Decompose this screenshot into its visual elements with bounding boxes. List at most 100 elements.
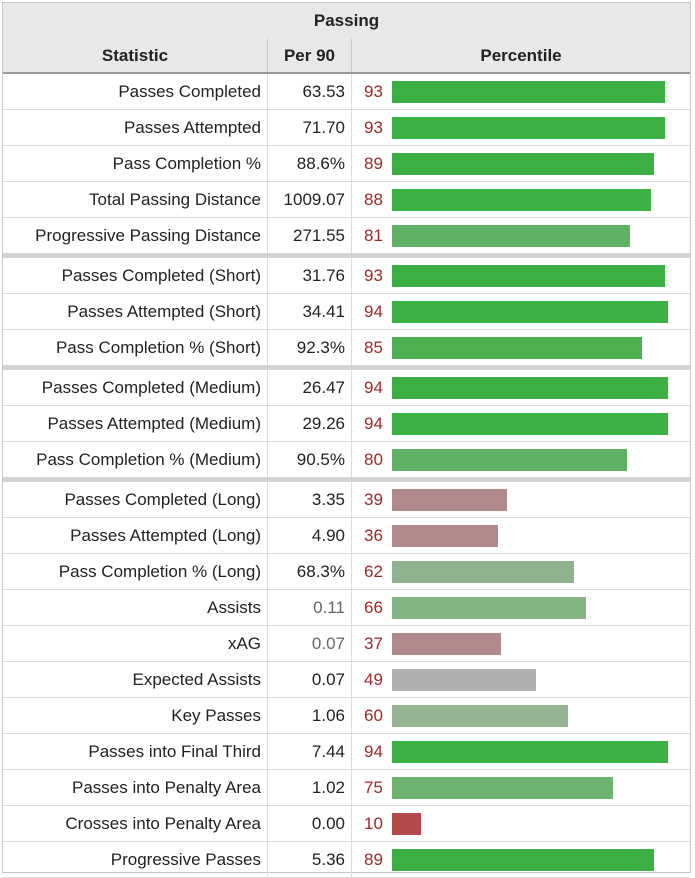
stat-name: Crosses into Penalty Area [3, 806, 268, 841]
per90-value: 3.35 [268, 482, 352, 517]
percentile-number: 80 [364, 449, 383, 469]
stat-name: Passes Attempted (Short) [3, 294, 268, 329]
percentile-cell: 60 [352, 698, 690, 733]
percentile-number: 93 [364, 81, 383, 101]
percentile-cell: 39 [352, 482, 690, 517]
table-row: Passes Completed (Short) 31.76 93 [3, 258, 690, 294]
percentile-cell: 94 [352, 370, 690, 405]
percentile-bar [392, 116, 665, 139]
percentile-number: 88 [364, 189, 383, 209]
table-row: Passes Attempted (Short) 34.41 94 [3, 294, 690, 330]
stat-name: Pass Completion % (Medium) [3, 442, 268, 477]
percentile-bar [392, 524, 498, 547]
percentile-number: 89 [364, 153, 383, 173]
header-percentile[interactable]: Percentile [480, 45, 562, 65]
per90-value: 7.44 [268, 734, 352, 769]
stat-name: Passes Attempted (Long) [3, 518, 268, 553]
per90-value: 63.53 [268, 74, 352, 109]
table-row: Pass Completion % (Medium) 90.5% 80 [3, 442, 690, 482]
stat-name: Passes Completed (Long) [3, 482, 268, 517]
per90-value: 0.07 [268, 626, 352, 661]
percentile-cell: 37 [352, 626, 690, 661]
percentile-bar [392, 812, 421, 835]
table-row: Total Passing Distance 1009.07 88 [3, 182, 690, 218]
percentile-cell: 10 [352, 806, 690, 841]
percentile-bar [392, 412, 668, 435]
percentile-cell: 75 [352, 770, 690, 805]
percentile-number: 36 [364, 525, 383, 545]
stat-name: Pass Completion % (Long) [3, 554, 268, 589]
per90-value: 4.90 [268, 518, 352, 553]
percentile-number: 10 [364, 813, 383, 833]
table-row: Passes Completed 63.53 93 [3, 74, 690, 110]
per90-value: 0.00 [268, 806, 352, 841]
percentile-bar [392, 300, 668, 323]
table-row: Assists 0.11 66 [3, 590, 690, 626]
per90-value: 0.11 [268, 590, 352, 625]
percentile-cell: 36 [352, 518, 690, 553]
table-row: Progressive Passes 5.36 89 [3, 842, 690, 878]
percentile-number: 94 [364, 377, 383, 397]
stat-name: Passes Completed (Medium) [3, 370, 268, 405]
per90-value: 31.76 [268, 258, 352, 293]
percentile-number: 89 [364, 849, 383, 869]
percentile-number: 75 [364, 777, 383, 797]
stat-name: Progressive Passing Distance [3, 218, 268, 253]
per90-value: 1.06 [268, 698, 352, 733]
percentile-bar [392, 560, 574, 583]
percentile-cell: 81 [352, 218, 690, 253]
table-caption: Passing [3, 3, 690, 40]
table-row: Progressive Passing Distance 271.55 81 [3, 218, 690, 258]
per90-value: 92.3% [268, 330, 352, 365]
percentile-number: 60 [364, 705, 383, 725]
percentile-bar [392, 264, 665, 287]
percentile-bar [392, 596, 586, 619]
percentile-cell: 62 [352, 554, 690, 589]
table-header: Statistic Per 90 Percentile [3, 39, 690, 74]
percentile-cell: 93 [352, 110, 690, 145]
stat-name: Passes Completed [3, 74, 268, 109]
percentile-number: 93 [364, 117, 383, 137]
percentile-number: 66 [364, 597, 383, 617]
per90-value: 90.5% [268, 442, 352, 477]
per90-value: 26.47 [268, 370, 352, 405]
percentile-number: 37 [364, 633, 383, 653]
header-per90[interactable]: Per 90 [268, 39, 352, 72]
per90-value: 1009.07 [268, 182, 352, 217]
table-row: Crosses into Penalty Area 0.00 10 [3, 806, 690, 842]
table-row: Pass Completion % (Long) 68.3% 62 [3, 554, 690, 590]
percentile-number: 94 [364, 741, 383, 761]
percentile-bar [392, 224, 630, 247]
percentile-cell: 94 [352, 294, 690, 329]
percentile-bar [392, 848, 654, 871]
percentile-number: 81 [364, 225, 383, 245]
table-row: Pass Completion % (Short) 92.3% 85 [3, 330, 690, 370]
table-row: Passes Attempted (Medium) 29.26 94 [3, 406, 690, 442]
percentile-bar [392, 740, 668, 763]
per90-value: 271.55 [268, 218, 352, 253]
percentile-number: 85 [364, 337, 383, 357]
percentile-number: 94 [364, 413, 383, 433]
stat-name: Key Passes [3, 698, 268, 733]
table-row: Pass Completion % 88.6% 89 [3, 146, 690, 182]
percentile-number: 94 [364, 301, 383, 321]
stat-name: Expected Assists [3, 662, 268, 697]
header-statistic[interactable]: Statistic [3, 39, 268, 72]
percentile-cell: 93 [352, 74, 690, 109]
table-row: Passes Completed (Long) 3.35 39 [3, 482, 690, 518]
table-row: Passes into Final Third 7.44 94 [3, 734, 690, 770]
percentile-number: 49 [364, 669, 383, 689]
percentile-bar [392, 488, 507, 511]
table-row: Passes into Penalty Area 1.02 75 [3, 770, 690, 806]
table-row: xAG 0.07 37 [3, 626, 690, 662]
percentile-cell: 66 [352, 590, 690, 625]
percentile-cell: 89 [352, 842, 690, 877]
table-row: Key Passes 1.06 60 [3, 698, 690, 734]
table-row: Passes Attempted 71.70 93 [3, 110, 690, 146]
per90-value: 71.70 [268, 110, 352, 145]
percentile-cell: 89 [352, 146, 690, 181]
stat-name: Total Passing Distance [3, 182, 268, 217]
per90-value: 29.26 [268, 406, 352, 441]
percentile-cell: 94 [352, 734, 690, 769]
stat-name: Assists [3, 590, 268, 625]
